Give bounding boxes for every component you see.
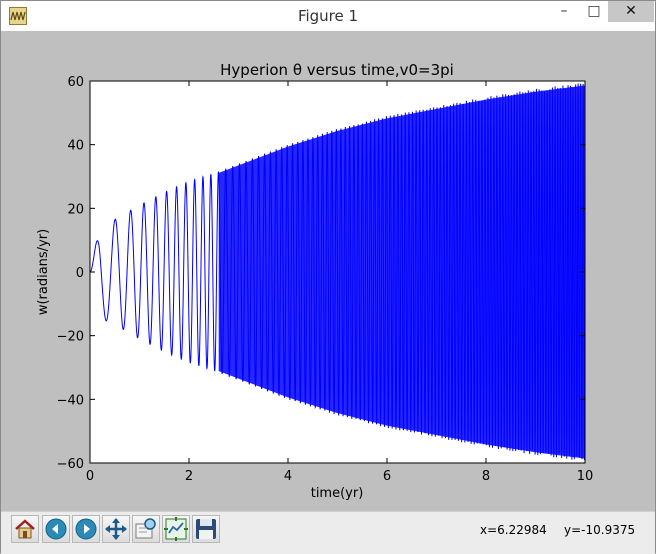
y-tick-label: 60 [67,75,84,90]
zoom-button[interactable] [132,515,160,543]
series-line-group [89,83,586,460]
axis-ticks: 0 2 4 6 8 10 60 40 20 0 −20 −40 −60 [57,75,594,484]
zoom-rect-icon [135,518,156,539]
y-tick-label: −60 [57,457,84,472]
close-button[interactable]: ✕ [608,1,654,22]
subplots-config-icon [164,517,188,541]
figure-canvas[interactable]: 0 2 4 6 8 10 60 40 20 0 −20 −40 −60 Hyperion θ versu… [9,31,649,511]
line-chart[interactable]: 0 2 4 6 8 10 60 40 20 0 −20 −40 −60 Hyperion θ versu… [9,31,649,511]
back-arrow-icon [45,518,67,540]
x-tick-label: 2 [185,469,193,484]
home-button[interactable] [11,515,39,543]
x-tick-label: 0 [86,469,94,484]
y-tick-label: 40 [67,139,84,154]
save-button[interactable] [192,515,220,543]
title-bar[interactable]: Figure 1 – □ ✕ [1,1,655,31]
y-axis-label: w(radians/yr) [36,229,51,315]
y-tick-label: −40 [57,393,84,408]
cursor-x-readout: x=6.22984 [480,523,547,537]
navigation-toolbar: x=6.22984 y=-10.9375 [1,511,655,554]
x-tick-label: 4 [284,469,292,484]
pan-arrows-icon [105,518,127,540]
x-tick-label: 8 [482,469,490,484]
x-tick-label: 6 [383,469,391,484]
floppy-disk-icon [196,519,216,539]
window-title: Figure 1 [297,7,359,25]
y-tick-label: 0 [76,266,84,281]
series-dense-band [218,85,585,459]
chart-title: Hyperion θ versus time,v0=3pi [220,61,454,79]
forward-button[interactable] [72,515,100,543]
pan-button[interactable] [102,515,130,543]
y-tick-label: −20 [57,330,84,345]
x-tick-label: 10 [577,469,594,484]
forward-arrow-icon [75,518,97,540]
y-tick-label: 20 [67,202,84,217]
app-icon [9,7,27,25]
x-axis-label: time(yr) [311,486,364,501]
subplots-button[interactable] [162,515,190,543]
maximize-button[interactable]: □ [587,3,601,19]
back-button[interactable] [42,515,70,543]
home-icon [15,519,35,539]
cursor-y-readout: y=-10.9375 [564,523,636,537]
minimize-button[interactable]: – [560,3,568,19]
